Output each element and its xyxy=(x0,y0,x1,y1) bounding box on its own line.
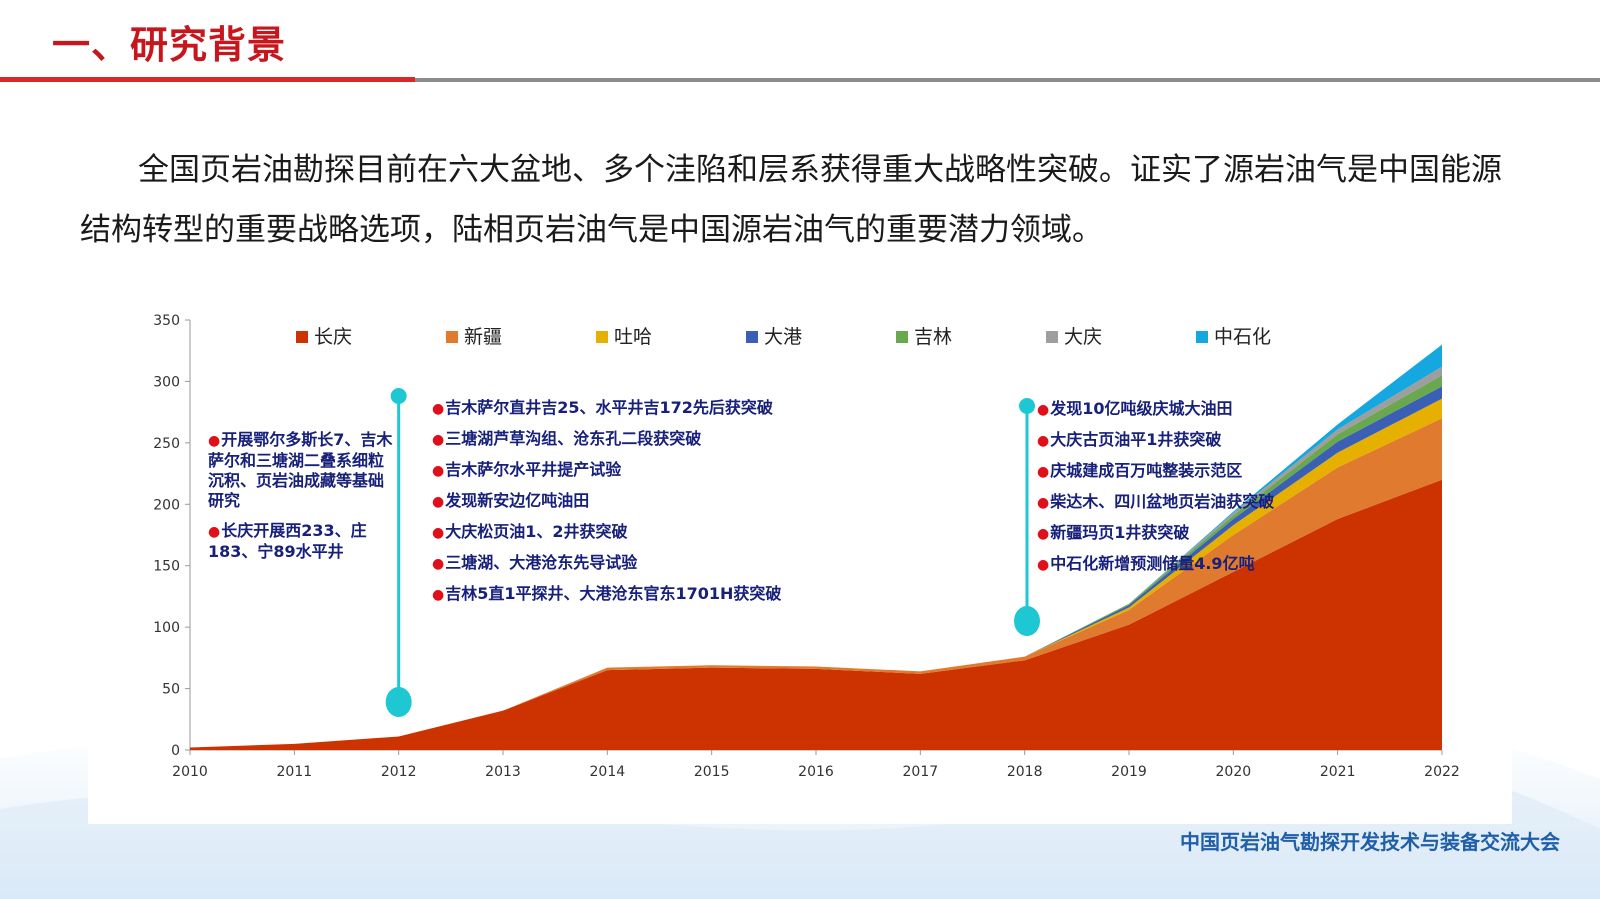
x-tick-label: 2016 xyxy=(798,764,834,780)
title-underline-accent xyxy=(0,77,415,82)
annotation-right-item: ●发现10亿吨级庆城大油田 xyxy=(1037,394,1274,425)
y-tick-label: 350 xyxy=(153,313,180,329)
annotation-mid-item: ●吉林5直1平探井、大港沧东官东1701H获突破 xyxy=(432,579,781,610)
bullet-dot: ● xyxy=(432,494,445,510)
y-tick-label: 50 xyxy=(162,682,180,698)
bullet-dot: ● xyxy=(1037,433,1050,449)
annotation-left-item: ●长庆开展西233、庄183、宁89水平井 xyxy=(208,521,398,562)
annotation-mid-item: ●三塘湖、大港沧东先导试验 xyxy=(432,548,781,579)
legend-swatch xyxy=(296,331,308,343)
legend-swatch xyxy=(1196,331,1208,343)
annotation-right-text: 发现10亿吨级庆城大油田 xyxy=(1050,399,1233,418)
annotation-right-item: ●柴达木、四川盆地页岩油获突破 xyxy=(1037,487,1274,518)
annotation-mid-text: 吉林5直1平探井、大港沧东官东1701H获突破 xyxy=(445,584,782,603)
annotation-right-text: 中石化新增预测储量4.9亿吨 xyxy=(1050,554,1255,573)
bullet-dot: ● xyxy=(208,433,221,449)
marker-2012-bottom-dot xyxy=(385,687,412,717)
bullet-dot: ● xyxy=(432,432,445,448)
legend-label: 中石化 xyxy=(1214,326,1271,348)
x-tick-label: 2010 xyxy=(172,764,208,780)
bullet-dot: ● xyxy=(1037,464,1050,480)
y-tick-label: 100 xyxy=(153,620,180,636)
y-tick-label: 200 xyxy=(153,497,180,513)
annotation-right-item: ●庆城建成百万吨整装示范区 xyxy=(1037,456,1274,487)
legend-label: 长庆 xyxy=(314,326,352,348)
annotation-mid-item: ●吉木萨尔直井吉25、水平井吉172先后获突破 xyxy=(432,393,781,424)
annotation-right-text: 大庆古页油平1井获突破 xyxy=(1050,430,1222,449)
bullet-dot: ● xyxy=(208,524,221,540)
annotation-right-item: ●中石化新增预测储量4.9亿吨 xyxy=(1037,549,1274,580)
x-tick-label: 2021 xyxy=(1320,764,1356,780)
annotation-mid-text: 吉木萨尔水平井提产试验 xyxy=(445,460,622,479)
annotation-mid-item: ●发现新安边亿吨油田 xyxy=(432,486,781,517)
annotation-left-text: 长庆开展西233、庄183、宁89水平井 xyxy=(208,521,367,561)
legend-label: 吉林 xyxy=(914,326,952,348)
title-underline xyxy=(415,78,1600,82)
annotation-2012-2018: ●吉木萨尔直井吉25、水平井吉172先后获突破 ●三塘湖芦草沟组、沧东孔二段获突破… xyxy=(432,393,781,610)
annotation-left-text: 开展鄂尔多斯长7、吉木萨尔和三塘湖二叠系细粒沉积、页岩油成藏等基础研究 xyxy=(208,430,393,510)
legend-swatch xyxy=(596,331,608,343)
x-tick-label: 2015 xyxy=(694,764,730,780)
bullet-dot: ● xyxy=(1037,495,1050,511)
legend-label: 新疆 xyxy=(464,326,502,348)
annotation-left-item: ●开展鄂尔多斯长7、吉木萨尔和三塘湖二叠系细粒沉积、页岩油成藏等基础研究 xyxy=(208,430,398,511)
annotation-right-item: ●新疆玛页1井获突破 xyxy=(1037,518,1274,549)
x-tick-label: 2014 xyxy=(590,764,626,780)
annotation-mid-text: 吉木萨尔直井吉25、水平井吉172先后获突破 xyxy=(445,398,773,417)
marker-2012-top-dot xyxy=(390,388,407,404)
annotation-right-text: 柴达木、四川盆地页岩油获突破 xyxy=(1050,492,1275,511)
annotation-right-item: ●大庆古页油平1井获突破 xyxy=(1037,425,1274,456)
bullet-dot: ● xyxy=(1037,402,1050,418)
area-series-1 xyxy=(190,418,1442,748)
footer-conference-name: 中国页岩油气勘探开发技术与装备交流大会 xyxy=(1180,830,1560,854)
annotation-mid-text: 三塘湖、大港沧东先导试验 xyxy=(445,553,638,572)
x-tick-label: 2022 xyxy=(1424,764,1460,780)
intro-paragraph: 全国页岩油勘探目前在六大盆地、多个洼陷和层系获得重大战略性突破。证实了源岩油气是… xyxy=(80,152,1502,248)
legend-label: 吐哈 xyxy=(614,326,652,348)
legend-label: 大港 xyxy=(764,326,802,348)
annotation-mid-item: ●大庆松页油1、2井获突破 xyxy=(432,517,781,548)
marker-2018-bottom-dot xyxy=(1014,606,1040,636)
bullet-dot: ● xyxy=(1037,557,1050,573)
bullet-dot: ● xyxy=(432,525,445,541)
legend-swatch xyxy=(746,331,758,343)
bullet-dot: ● xyxy=(432,401,445,417)
annotation-mid-text: 发现新安边亿吨油田 xyxy=(445,491,590,510)
annotation-mid-text: 大庆松页油1、2井获突破 xyxy=(445,522,628,541)
bullet-dot: ● xyxy=(432,463,445,479)
marker-2018-top-dot xyxy=(1019,398,1035,414)
y-tick-label: 150 xyxy=(153,559,180,575)
x-tick-label: 2013 xyxy=(485,764,521,780)
area-series-0 xyxy=(190,479,1442,750)
annotation-mid-item: ●三塘湖芦草沟组、沧东孔二段获突破 xyxy=(432,424,781,455)
legend-label: 大庆 xyxy=(1064,326,1102,348)
x-tick-label: 2017 xyxy=(903,764,939,780)
y-tick-label: 0 xyxy=(171,743,180,759)
x-tick-label: 2019 xyxy=(1111,764,1147,780)
legend-swatch xyxy=(1046,331,1058,343)
page-title: 一、研究背景 xyxy=(52,23,287,67)
annotation-right-text: 新疆玛页1井获突破 xyxy=(1050,523,1190,542)
annotation-2010-2012: ●开展鄂尔多斯长7、吉木萨尔和三塘湖二叠系细粒沉积、页岩油成藏等基础研究 ●长庆开… xyxy=(208,430,398,572)
x-tick-label: 2012 xyxy=(381,764,417,780)
annotation-2018-2022: ●发现10亿吨级庆城大油田 ●大庆古页油平1井获突破 ●庆城建成百万吨整装示范区 ●柴… xyxy=(1037,394,1274,580)
y-tick-label: 300 xyxy=(153,374,180,390)
bullet-dot: ● xyxy=(432,556,445,572)
bullet-dot: ● xyxy=(1037,526,1050,542)
annotation-mid-text: 三塘湖芦草沟组、沧东孔二段获突破 xyxy=(445,429,702,448)
annotation-right-text: 庆城建成百万吨整装示范区 xyxy=(1050,461,1243,480)
bullet-dot: ● xyxy=(432,587,445,603)
x-tick-label: 2020 xyxy=(1216,764,1252,780)
y-tick-label: 250 xyxy=(153,436,180,452)
annotation-mid-item: ●吉木萨尔水平井提产试验 xyxy=(432,455,781,486)
legend-swatch xyxy=(896,331,908,343)
legend-swatch xyxy=(446,331,458,343)
x-tick-label: 2018 xyxy=(1007,764,1043,780)
x-tick-label: 2011 xyxy=(277,764,313,780)
